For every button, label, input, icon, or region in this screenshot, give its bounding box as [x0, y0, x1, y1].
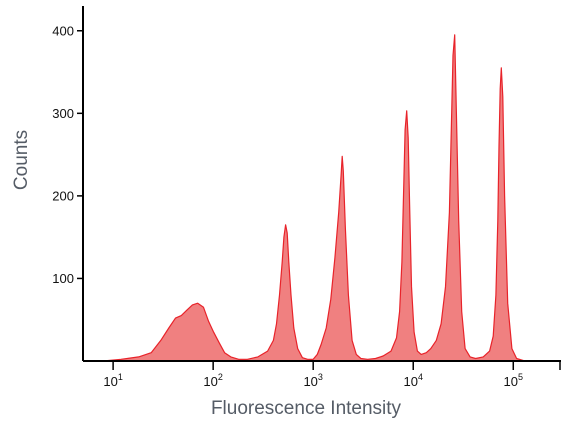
plot-area	[103, 34, 525, 362]
y-tick-label: 200	[52, 188, 74, 203]
x-axis-title: Fluorescence Intensity	[211, 398, 402, 419]
y-tick-label: 400	[52, 23, 74, 38]
y-tick-label: 300	[52, 106, 74, 121]
x-tick-label: 105	[504, 372, 523, 389]
y-axis-title: Counts	[11, 130, 32, 190]
x-tick-label: 103	[303, 372, 322, 389]
x-tick-label: 102	[203, 372, 222, 389]
x-tick-label: 101	[103, 372, 122, 389]
y-tick-label: 100	[52, 271, 74, 286]
axis-ticks: 100 200 300 400 101 102 103 104 105	[52, 23, 561, 389]
x-tick-label: 104	[403, 372, 422, 389]
histogram-outline-series-0	[103, 34, 525, 362]
